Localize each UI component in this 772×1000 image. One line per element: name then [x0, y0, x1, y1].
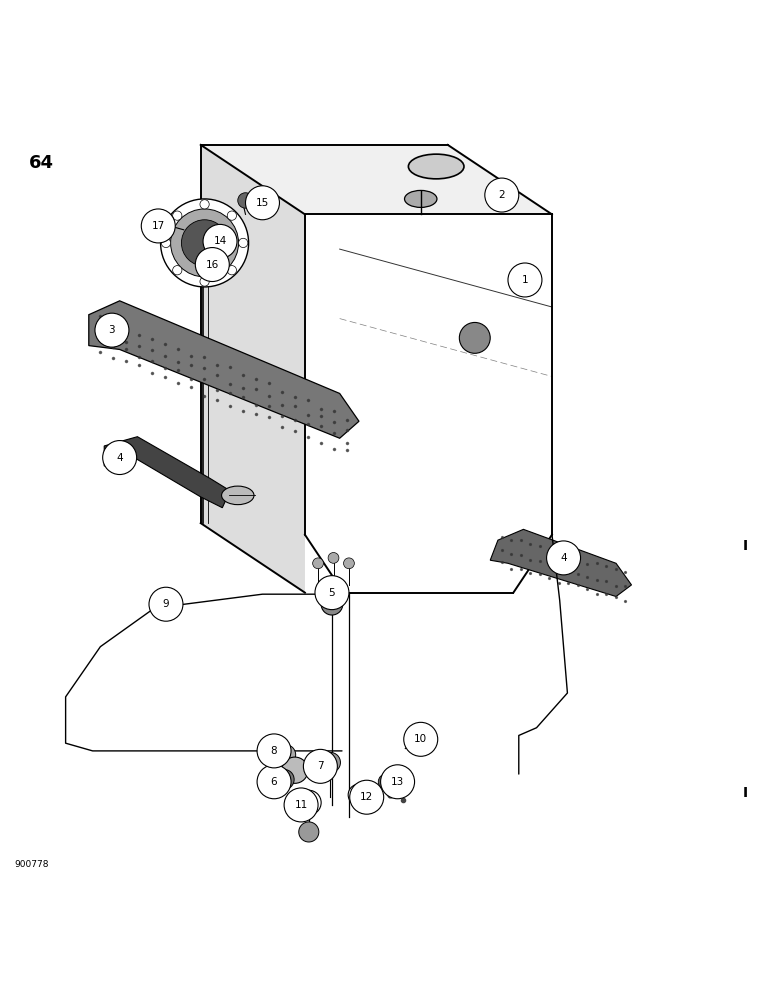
Circle shape	[485, 178, 519, 212]
Circle shape	[274, 769, 294, 790]
Circle shape	[200, 277, 209, 286]
Text: 5: 5	[329, 588, 335, 598]
Circle shape	[296, 790, 321, 815]
Text: 64: 64	[29, 154, 54, 172]
Text: I: I	[743, 539, 747, 553]
Polygon shape	[201, 145, 552, 214]
Circle shape	[303, 749, 337, 783]
Text: 13: 13	[391, 777, 405, 787]
Text: 4: 4	[560, 553, 567, 563]
Circle shape	[195, 248, 229, 282]
Circle shape	[227, 266, 236, 275]
Circle shape	[313, 558, 323, 569]
Circle shape	[284, 788, 318, 822]
Text: 2: 2	[499, 190, 505, 200]
Text: 4: 4	[117, 453, 123, 463]
Circle shape	[103, 441, 137, 475]
Circle shape	[282, 757, 308, 783]
Circle shape	[200, 200, 209, 209]
Circle shape	[404, 722, 438, 756]
Circle shape	[141, 209, 175, 243]
Text: 900778: 900778	[14, 860, 49, 869]
Circle shape	[276, 745, 296, 765]
Polygon shape	[201, 145, 305, 593]
Text: 6: 6	[271, 777, 277, 787]
Circle shape	[348, 784, 370, 806]
Text: 12: 12	[360, 792, 374, 802]
Text: 3: 3	[109, 325, 115, 335]
Text: I: I	[743, 786, 747, 800]
Circle shape	[508, 263, 542, 297]
Polygon shape	[89, 301, 359, 438]
Circle shape	[350, 780, 384, 814]
Circle shape	[203, 224, 237, 258]
Circle shape	[171, 209, 239, 277]
Circle shape	[149, 587, 183, 621]
Circle shape	[381, 765, 415, 799]
Circle shape	[378, 774, 394, 790]
Circle shape	[320, 752, 340, 773]
Circle shape	[239, 238, 248, 248]
Polygon shape	[104, 437, 230, 508]
Text: 14: 14	[213, 236, 227, 246]
Ellipse shape	[408, 154, 464, 179]
Circle shape	[173, 266, 182, 275]
Circle shape	[181, 220, 228, 266]
Circle shape	[161, 238, 171, 248]
Text: 7: 7	[317, 761, 323, 771]
Circle shape	[257, 765, 291, 799]
Polygon shape	[490, 529, 631, 596]
Polygon shape	[305, 214, 552, 593]
Text: 1: 1	[522, 275, 528, 285]
Circle shape	[238, 193, 253, 208]
Text: 16: 16	[205, 260, 219, 270]
Circle shape	[173, 211, 182, 220]
Circle shape	[459, 322, 490, 353]
Circle shape	[315, 576, 349, 610]
Circle shape	[161, 199, 249, 287]
Circle shape	[161, 218, 173, 231]
Circle shape	[299, 822, 319, 842]
Circle shape	[344, 558, 354, 569]
Text: 17: 17	[151, 221, 165, 231]
Circle shape	[257, 734, 291, 768]
Circle shape	[321, 593, 343, 615]
Circle shape	[547, 541, 581, 575]
Text: 15: 15	[256, 198, 269, 208]
Circle shape	[245, 186, 279, 220]
Text: 8: 8	[271, 746, 277, 756]
Circle shape	[95, 313, 129, 347]
Circle shape	[328, 552, 339, 563]
Text: 11: 11	[294, 800, 308, 810]
Text: 9: 9	[163, 599, 169, 609]
Text: 10: 10	[414, 734, 428, 744]
Circle shape	[227, 211, 236, 220]
Ellipse shape	[405, 190, 437, 207]
Ellipse shape	[222, 486, 254, 505]
